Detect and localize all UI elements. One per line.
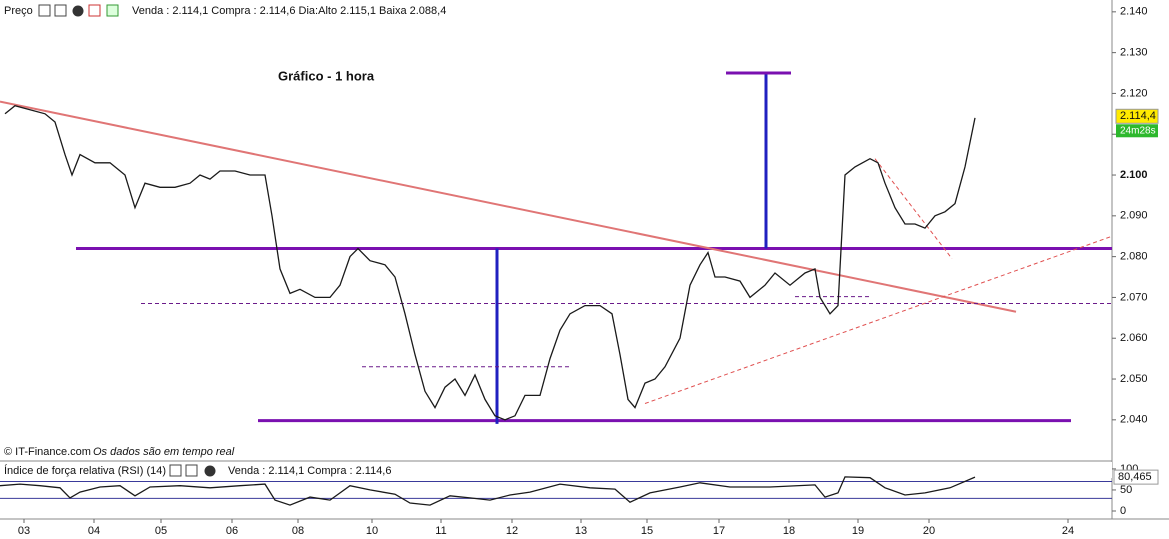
y-tick-label: 2.140 — [1120, 6, 1148, 18]
icon[interactable] — [88, 4, 101, 17]
x-tick-label: 11 — [435, 525, 446, 537]
x-tick-label: 19 — [852, 525, 864, 537]
price-line — [4, 104, 976, 421]
y-tick-label: 0 — [1120, 505, 1126, 517]
icon[interactable] — [54, 4, 67, 17]
drawing-line — [644, 235, 1113, 404]
x-tick-label: 17 — [713, 525, 725, 537]
icon[interactable] — [38, 4, 51, 17]
y-tick-label: 2.100 — [1120, 169, 1148, 181]
icon[interactable] — [72, 5, 84, 17]
source: © IT-Finance.com — [4, 446, 91, 458]
last-rsi-label: 80,465 — [1118, 471, 1152, 483]
rsi-line — [0, 476, 976, 506]
y-tick-label: 2.090 — [1120, 210, 1148, 222]
x-tick-label: 04 — [88, 525, 100, 537]
y-tick-label: 2.060 — [1120, 332, 1148, 344]
x-tick-label: 10 — [366, 525, 378, 537]
quote: Venda : 2.114,1 Compra : 2.114,6 Dia:Alt… — [132, 5, 446, 17]
rsi-label: Índice de força relativa (RSI) (14) — [4, 464, 166, 477]
y-tick-label: 50 — [1120, 484, 1132, 496]
drawing-line — [0, 100, 1017, 313]
x-tick-label: 05 — [155, 525, 167, 537]
y-tick-label: 2.120 — [1120, 87, 1148, 99]
price-label: Preço — [4, 5, 33, 17]
rsi-header-bg — [0, 462, 1112, 478]
rsi-quote: Venda : 2.114,1 Compra : 2.114,6 — [228, 465, 392, 477]
drawing-line — [874, 158, 953, 259]
source-note: Os dados são em tempo real — [93, 446, 235, 458]
y-tick-label: 2.080 — [1120, 251, 1148, 263]
icon[interactable] — [204, 465, 216, 477]
timer-box — [1116, 124, 1158, 138]
x-tick-label: 20 — [923, 525, 935, 537]
last-rsi-box — [1113, 469, 1159, 485]
y-tick-label: 2.130 — [1120, 47, 1148, 59]
rsi-toolbar — [169, 464, 216, 477]
last-price-label: 2.114,4 — [1120, 110, 1156, 122]
chart-title: Gráfico - 1 hora — [278, 68, 375, 83]
x-tick-label: 13 — [575, 525, 587, 537]
last-price-box — [1115, 108, 1159, 124]
x-tick-label: 24 — [1062, 525, 1074, 537]
timer: 24m28s — [1120, 125, 1156, 136]
icon[interactable] — [185, 464, 198, 477]
x-tick-label: 15 — [641, 525, 653, 537]
y-tick-label: 2.070 — [1120, 291, 1148, 303]
x-tick-label: 06 — [226, 525, 238, 537]
x-tick-label: 03 — [18, 525, 30, 537]
icon[interactable] — [106, 4, 119, 17]
toolbar — [38, 4, 119, 17]
x-tick-label: 08 — [292, 525, 304, 537]
x-tick-label: 18 — [783, 525, 795, 537]
y-tick-label: 2.040 — [1120, 414, 1148, 426]
y-tick-label: 2.050 — [1120, 373, 1148, 385]
icon[interactable] — [169, 464, 182, 477]
x-tick-label: 12 — [506, 525, 518, 537]
